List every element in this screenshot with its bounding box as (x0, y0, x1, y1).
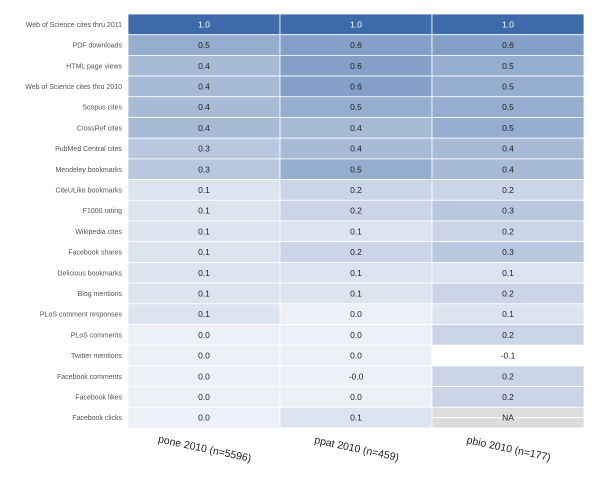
cell-value-label: 0.5 (502, 102, 514, 112)
cell-value-label: 0.5 (502, 61, 514, 71)
cell-value-label: 0.1 (502, 268, 514, 278)
cell-value-label: 1.0 (502, 19, 514, 29)
row-label: Web of Science cites thru 2010 (25, 84, 122, 91)
cell-value-label: 0.1 (198, 309, 210, 319)
cell-value-label: 0.3 (502, 247, 514, 257)
cell-value-label: 0.5 (350, 164, 362, 174)
cell-value-label: 0.1 (198, 247, 210, 257)
heatmap-cells: 1.0 1.0 1.0 0.5 0.6 0.6 0.4 0.6 0.5 0.4 0.6 0.5 0.4 0… (127, 13, 585, 429)
cell-value-label: 0.6 (502, 40, 514, 50)
row-label: Delicious bookmarks (57, 270, 122, 277)
row-label: CiteULike bookmarks (55, 187, 122, 194)
cell-value-label: 0.0 (350, 309, 362, 319)
cell-value-label: 0.5 (502, 123, 514, 133)
row-label: PLoS comments (71, 332, 123, 339)
cell-value-label: 0.3 (198, 164, 210, 174)
cell-value-label: 0.2 (502, 371, 514, 381)
row-label: CrossRef cites (76, 125, 122, 132)
cell-value-label: 0.5 (502, 81, 514, 91)
cell-value-label: 0.3 (502, 206, 514, 216)
cell-value-label: 0.1 (350, 226, 362, 236)
cell-value-label: 0.4 (502, 164, 514, 174)
cell-value-label: 0.0 (350, 392, 362, 402)
row-label: PubMed Central cites (55, 146, 122, 153)
cell-value-label: NA (502, 413, 514, 423)
cell-value-label: 0.1 (198, 268, 210, 278)
cell-value-label: 1.0 (198, 19, 210, 29)
row-label: Twitter mentions (71, 353, 122, 360)
cell-value-label: 0.2 (502, 330, 514, 340)
row-label: HTML page views (66, 63, 122, 70)
cell-value-label: 0.3 (198, 144, 210, 154)
row-label: Facebook clicks (72, 415, 122, 422)
row-label: Facebook likes (75, 394, 122, 401)
cell-value-label: 0.1 (198, 185, 210, 195)
cell-value-label: 0.2 (502, 185, 514, 195)
row-labels: Web of Science cites thru 2011 PDF downlo… (25, 22, 122, 422)
row-label: PLoS comment responses (40, 312, 123, 319)
cell-value-label: 0.2 (502, 392, 514, 402)
cell-value-label: 0.1 (350, 413, 362, 423)
cell-value-label: 0.6 (350, 40, 362, 50)
cell-value-label: 1.0 (350, 19, 362, 29)
row-label: Wikipedia cites (75, 229, 122, 236)
cell-value-label: 0.2 (502, 226, 514, 236)
cell-value-label: 0.2 (502, 288, 514, 298)
cell-value-label: 0.1 (198, 288, 210, 298)
cell-value-label: 0.0 (198, 351, 210, 361)
cell-value-label: 0.1 (350, 268, 362, 278)
row-label: Web of Science cites thru 2011 (26, 22, 122, 29)
cell-value-label: 0.6 (350, 81, 362, 91)
row-label: Mendeley bookmarks (55, 167, 122, 174)
cell-value-label: 0.0 (350, 330, 362, 340)
cell-value-label: 0.0 (198, 371, 210, 381)
column-labels: pone 2010 (n=5596) ppat 2010 (n=459) pbio … (157, 433, 552, 464)
cell-value-label: 0.4 (198, 123, 210, 133)
column-label: ppat 2010 (n=459) (313, 434, 400, 464)
row-label: Facebook comments (57, 374, 122, 381)
cell-value-label: 0.2 (350, 247, 362, 257)
cell-value-label: 0.0 (198, 392, 210, 402)
cell-value-label: 0.0 (350, 351, 362, 361)
row-label: Scopus cites (82, 105, 122, 112)
row-label: PDF downloads (73, 43, 123, 50)
cell-value-label: 0.0 (198, 330, 210, 340)
cell-value-label: 0.6 (350, 61, 362, 71)
row-label: F1000 rating (83, 208, 122, 215)
cell-value-label: 0.1 (198, 226, 210, 236)
cell-value-label: 0.4 (350, 144, 362, 154)
cell-value-label: 0.4 (198, 61, 210, 71)
cell-value-label: 0.5 (350, 102, 362, 112)
cell-value-label: 0.4 (198, 81, 210, 91)
cell-value-label: 0.0 (198, 413, 210, 423)
cell-value-label: 0.2 (350, 185, 362, 195)
cell-value-label: 0.4 (198, 102, 210, 112)
cell-value-label: 0.5 (198, 40, 210, 50)
column-label: pone 2010 (n=5596) (157, 433, 252, 464)
cell-value-label: 0.1 (198, 206, 210, 216)
cell-value-label: -0.1 (501, 351, 516, 361)
cell-value-label: 0.4 (350, 123, 362, 133)
column-label: pbio 2010 (n=177) (466, 434, 552, 464)
cell-value-label: 0.1 (350, 288, 362, 298)
cell-value-label: 0.4 (502, 144, 514, 154)
cell-value-label: -0.0 (349, 371, 364, 381)
cell-value-label: 0.2 (350, 206, 362, 216)
cell-value-label: 0.1 (502, 309, 514, 319)
row-label: Blog mentions (78, 291, 123, 298)
row-label: Facebook shares (68, 250, 122, 257)
